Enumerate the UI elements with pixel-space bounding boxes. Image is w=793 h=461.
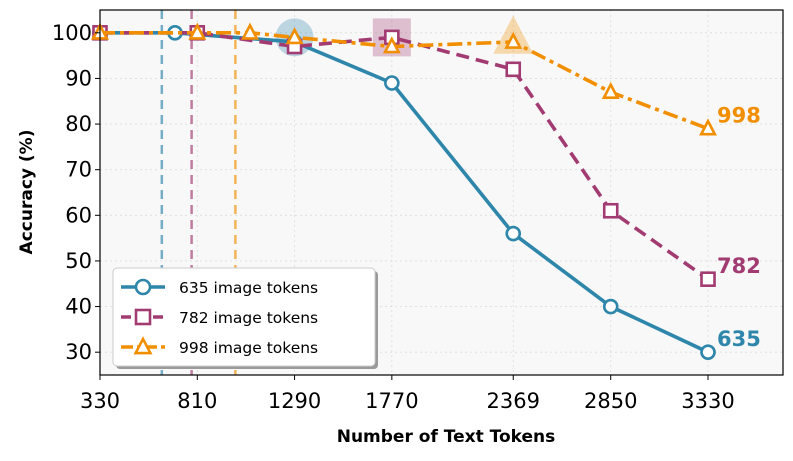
y-tick-label: 60 [65,203,92,227]
x-tick-label: 1290 [268,389,321,413]
x-tick-label: 2850 [584,389,637,413]
y-tick-label: 40 [65,295,92,319]
data-point [384,75,400,91]
series-line [100,31,709,131]
x-axis-title: Number of Text Tokens [337,427,556,447]
legend-marker [134,308,152,326]
series-end-label: 635 [717,327,761,351]
x-tick-label: 330 [80,389,120,413]
data-point [700,271,716,287]
legend-marker [133,336,153,355]
legend-box [112,267,376,367]
legend-label: 782 image tokens [179,309,318,327]
data-point [601,81,620,100]
y-tick-label: 90 [65,66,92,90]
data-point [699,118,717,136]
data-point [602,202,619,219]
series-end-label: 998 [717,104,761,128]
y-tick-label: 100 [52,21,92,45]
series-lines [91,22,717,360]
data-point [505,225,522,242]
data-point [285,27,304,45]
x-tick-label: 3330 [681,389,734,413]
x-tick-label: 1770 [365,389,418,413]
data-point [504,31,523,49]
x-tick-label: 810 [177,389,217,413]
data-point [188,22,207,40]
legend-label: 998 image tokens [179,339,318,357]
data-point [241,22,259,40]
data-point [602,298,619,315]
legend-label: 635 image tokens [179,279,318,297]
end-labels: 635 782 998 [717,104,761,352]
legend: 635 image tokens 782 image tokens 998 imag… [112,267,378,369]
data-point [382,36,401,54]
data-point [700,344,716,360]
plot-frame [99,9,784,376]
y-tick-label: 80 [65,112,92,136]
y-tick-label: 30 [65,340,92,364]
y-tick-label: 70 [65,158,92,182]
series-end-label: 782 [717,254,761,278]
x-tick-label: 2369 [487,389,540,413]
series-group [91,22,717,136]
y-tick-label: 50 [65,249,92,273]
data-point [505,61,522,78]
y-axis-title: Accuracy (%) [17,130,37,255]
axis-ticks: 330 810 1290 1770 2369 2850 3330 30 40 50 60 70 80 90… [52,21,735,413]
legend-marker [134,278,152,296]
